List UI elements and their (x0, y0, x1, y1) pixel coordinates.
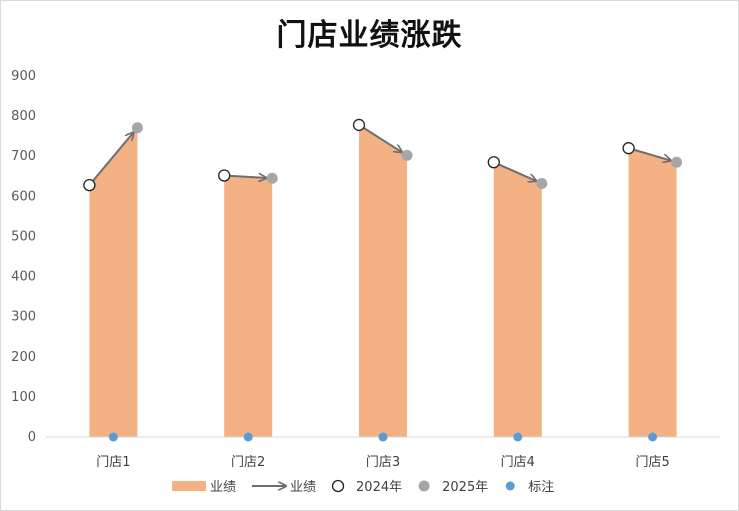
legend-swatch-2025 (418, 480, 430, 492)
legend: 业绩 业绩 2024年 2025年 标注 (172, 479, 554, 495)
performance-area (89, 127, 138, 437)
legend-item: 业绩 (252, 480, 316, 495)
point-2024 (622, 142, 635, 155)
x-category-label: 门店3 (366, 455, 400, 470)
y-tick-label: 600 (11, 189, 36, 204)
change-arrow (363, 127, 402, 152)
y-tick-label: 0 (28, 430, 36, 445)
change-arrow (498, 163, 536, 181)
performance-area (359, 124, 407, 438)
legend-item: 2025年 (418, 480, 488, 495)
marker-point (513, 432, 523, 442)
legend-label: 业绩 (290, 480, 316, 495)
legend-item: 2024年 (331, 479, 402, 495)
x-category-label: 门店2 (231, 455, 265, 470)
point-2025 (671, 156, 683, 168)
y-axis-ticks: 0 100 200 300 400 500 600 700 800 900 (11, 69, 36, 445)
y-tick-label: 300 (11, 310, 36, 325)
x-category-label: 门店5 (635, 455, 669, 470)
legend-swatch-marker (505, 481, 515, 491)
legend-label: 2024年 (356, 480, 402, 495)
chart-title: 门店业绩涨跌 (276, 18, 463, 53)
change-arrow (230, 176, 266, 178)
change-arrow (634, 148, 670, 161)
legend-label: 2025年 (442, 480, 488, 495)
performance-area (224, 175, 273, 437)
legend-label: 业绩 (210, 480, 236, 495)
point-2025 (131, 122, 143, 134)
point-2024 (218, 169, 231, 182)
point-2024 (352, 118, 366, 132)
y-tick-label: 500 (11, 229, 36, 244)
legend-swatch-2024 (331, 479, 345, 493)
point-2024 (83, 178, 96, 192)
performance-area (493, 162, 542, 437)
change-arrow (92, 132, 133, 182)
point-2025 (266, 172, 278, 184)
data-points (83, 118, 683, 442)
performance-areas (89, 124, 677, 438)
point-2025 (401, 149, 413, 161)
y-tick-label: 100 (11, 390, 36, 405)
point-2025 (536, 177, 548, 189)
performance-area (628, 148, 677, 437)
y-tick-label: 200 (11, 350, 36, 365)
legend-item: 标注 (505, 480, 554, 495)
x-category-label: 门店1 (96, 455, 130, 470)
x-axis-categories: 门店1 门店2 门店3 门店4 门店5 (96, 455, 669, 470)
legend-swatch-area (172, 481, 206, 491)
marker-point (378, 432, 388, 442)
point-2024 (487, 156, 500, 169)
y-tick-label: 800 (11, 109, 36, 124)
marker-point (648, 432, 658, 442)
legend-label: 标注 (528, 480, 554, 495)
y-tick-label: 700 (11, 149, 36, 164)
change-arrows (92, 127, 671, 182)
marker-point (243, 432, 253, 442)
marker-point (108, 432, 118, 442)
y-tick-label: 400 (11, 270, 36, 285)
y-tick-label: 900 (11, 69, 36, 84)
x-category-label: 门店4 (501, 455, 535, 470)
legend-item: 业绩 (172, 480, 236, 495)
